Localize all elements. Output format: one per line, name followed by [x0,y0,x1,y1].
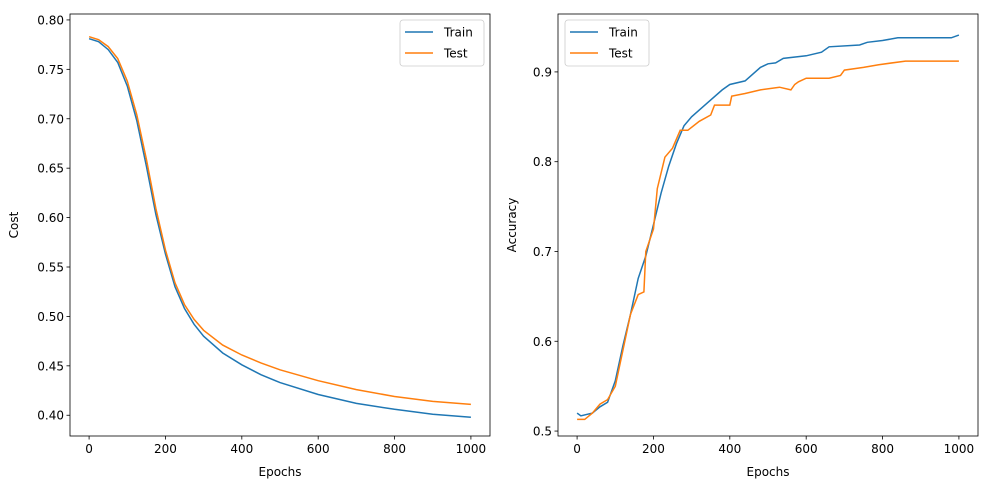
x-tick-label: 0 [573,442,581,456]
x-tick-label: 200 [154,442,177,456]
series-line-train [88,37,471,418]
y-tick-label: 0.60 [37,211,64,225]
y-tick-label: 0.6 [533,335,552,349]
axes-frame [557,13,979,437]
y-tick-label: 0.50 [37,310,64,324]
x-tick-label: 400 [718,442,741,456]
series-line-train [576,34,960,417]
legend-label-train: Train [443,26,473,40]
y-tick-label: 0.7 [533,245,552,259]
x-tick-label: 600 [795,442,818,456]
y-tick-label: 0.8 [533,155,552,169]
y-tick-label: 0.9 [533,65,552,79]
series-line-test [577,60,959,421]
legend: Train Test [564,19,650,67]
x-tick-label: 600 [307,442,330,456]
y-tick-label: 0.40 [37,409,64,423]
legend-label-test: Test [443,47,468,61]
x-tick-label: 1000 [456,442,487,456]
axes-frame [69,13,491,437]
y-tick-label: 0.75 [37,63,64,77]
x-tick-label: 800 [383,442,406,456]
x-axis-label: Epochs [747,465,790,479]
y-axis-label: Cost [7,211,21,238]
legend: Train Test [399,19,485,67]
legend-label-train: Train [608,26,638,40]
x-tick-label: 200 [642,442,665,456]
y-tick-label: 0.65 [37,162,64,176]
y-tick-label: 0.70 [37,112,64,126]
x-tick-label: 0 [85,442,93,456]
x-tick-label: 1000 [944,442,975,456]
y-tick-label: 0.5 [533,425,552,439]
series-line-test [88,35,471,406]
y-axis-label: Accuracy [505,198,519,253]
y-tick-label: 0.45 [37,359,64,373]
chart-accuracy: 0 200 400 600 800 1000 0.5 0.6 0.7 0.8 0.9 Epochs Ac… [505,13,979,479]
x-tick-label: 400 [230,442,253,456]
chart-cost: 0 200 400 600 800 1000 0.40 0.45 0.50 0.55 0.60 0.6… [7,13,491,479]
y-tick-label: 0.55 [37,261,64,275]
x-tick-label: 800 [871,442,894,456]
legend-label-test: Test [608,47,633,61]
y-tick-label: 0.80 [37,13,64,27]
x-axis-label: Epochs [259,465,302,479]
